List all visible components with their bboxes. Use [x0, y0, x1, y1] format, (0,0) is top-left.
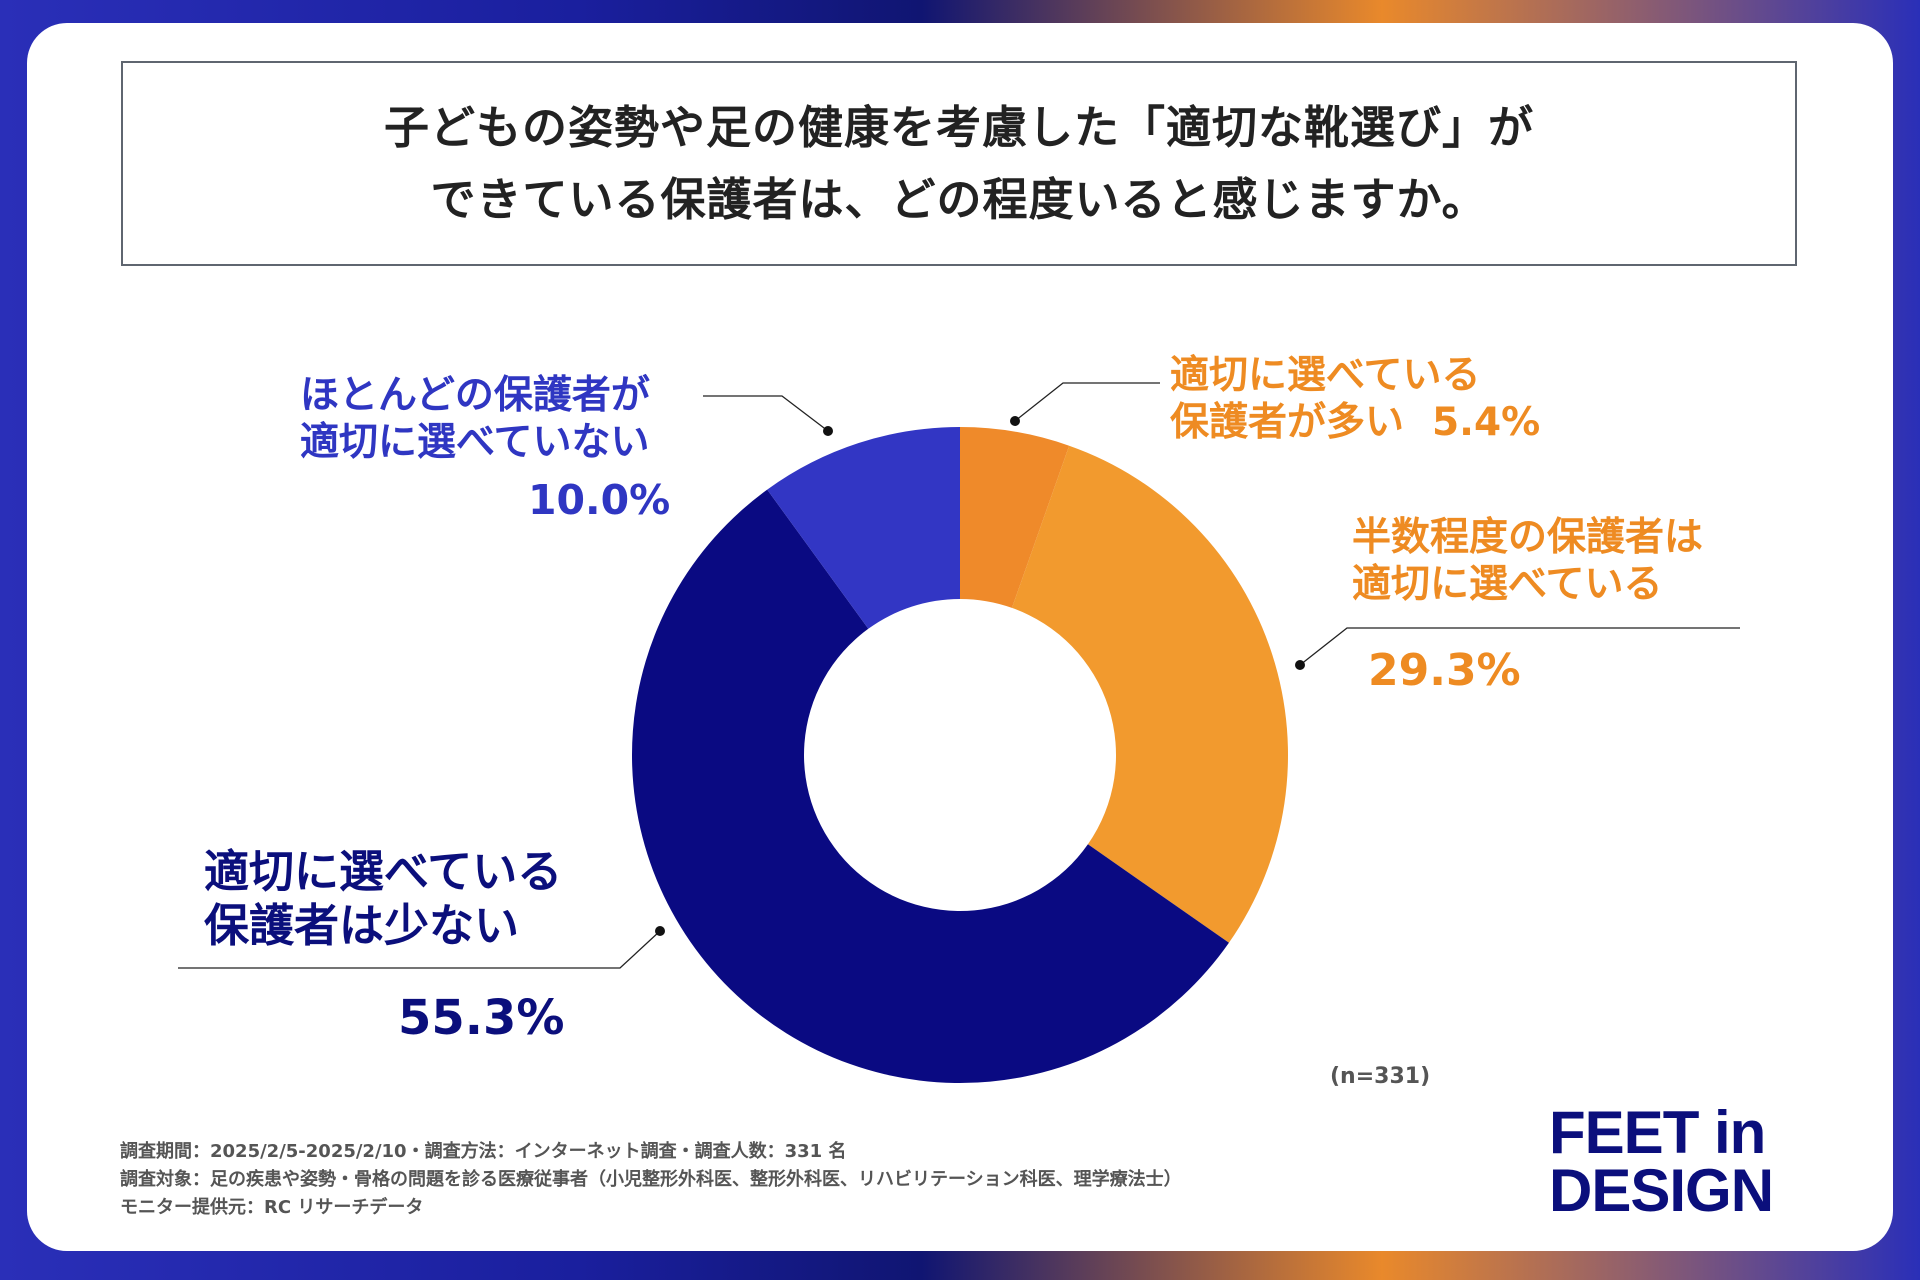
slice-label-many-line2: 保護者が多い 5.4% — [1170, 400, 1541, 445]
slice-label-none: ほとんどの保護者が 適切に選べていない — [300, 372, 650, 466]
question-title-line2: できている保護者は、どの程度いると感じますか。 — [430, 172, 1488, 226]
donut-slice-many — [960, 427, 1070, 608]
donut-slice-none — [767, 427, 960, 629]
leader-half-line — [1299, 627, 1740, 666]
logo-line2: DESIGN — [1549, 1157, 1774, 1224]
slice-label-few-line1: 適切に選べている — [204, 845, 563, 898]
logo-line1: FEET in — [1549, 1099, 1766, 1166]
leader-few-line — [178, 930, 661, 969]
leader-few-dot — [655, 926, 665, 936]
slice-value-few: 55.3% — [398, 990, 565, 1046]
leader-many-line — [1014, 382, 1160, 422]
slice-value-none: 10.0% — [528, 476, 671, 524]
slice-label-half-line2: 適切に選べている — [1352, 562, 1663, 607]
slice-label-many: 適切に選べている 保護者が多い 5.4% — [1170, 352, 1540, 446]
slice-label-none-line2: 適切に選べていない — [300, 420, 650, 465]
slice-value-many: 5.4% — [1432, 400, 1541, 445]
feet-in-design-logo: FEET in DESIGN — [1549, 1099, 1774, 1224]
leader-half-dot — [1295, 660, 1305, 670]
slice-label-few-line2: 保護者は少ない — [204, 899, 520, 952]
question-title-box: 子どもの姿勢や足の健康を考慮した「適切な靴選び」が できている保護者は、どの程度… — [121, 61, 1797, 266]
footnote-line3: モニター提供元：RC リサーチデータ — [120, 1197, 424, 1218]
survey-footnote: 調査期間：2025/2/5-2025/2/10・調査方法：インターネット調査・調… — [120, 1138, 1182, 1222]
donut-slice-few — [631, 489, 1229, 1083]
leader-many-dot — [1010, 416, 1020, 426]
question-title-line1: 子どもの姿勢や足の健康を考慮した「適切な靴選び」が — [383, 100, 1534, 154]
slice-label-half-line1: 半数程度の保護者は — [1352, 515, 1704, 560]
footnote-line1: 調査期間：2025/2/5-2025/2/10・調査方法：インターネット調査・調… — [120, 1141, 847, 1162]
slice-label-none-line1: ほとんどの保護者が — [300, 373, 650, 418]
sample-size-label: (n=331) — [1330, 1064, 1431, 1089]
slice-label-few: 適切に選べている 保護者は少ない — [204, 845, 562, 953]
slice-label-half: 半数程度の保護者は 適切に選べている — [1352, 514, 1703, 608]
slice-value-half: 29.3% — [1368, 645, 1521, 696]
leader-none-dot — [823, 426, 833, 436]
leader-none-line — [703, 395, 829, 432]
footnote-line2: 調査対象：足の疾患や姿勢・骨格の問題を診る医療従事者（小児整形外科医、整形外科医… — [120, 1169, 1182, 1190]
slice-label-many-line1: 適切に選べている — [1170, 353, 1481, 398]
donut-slice-half — [1011, 445, 1288, 943]
